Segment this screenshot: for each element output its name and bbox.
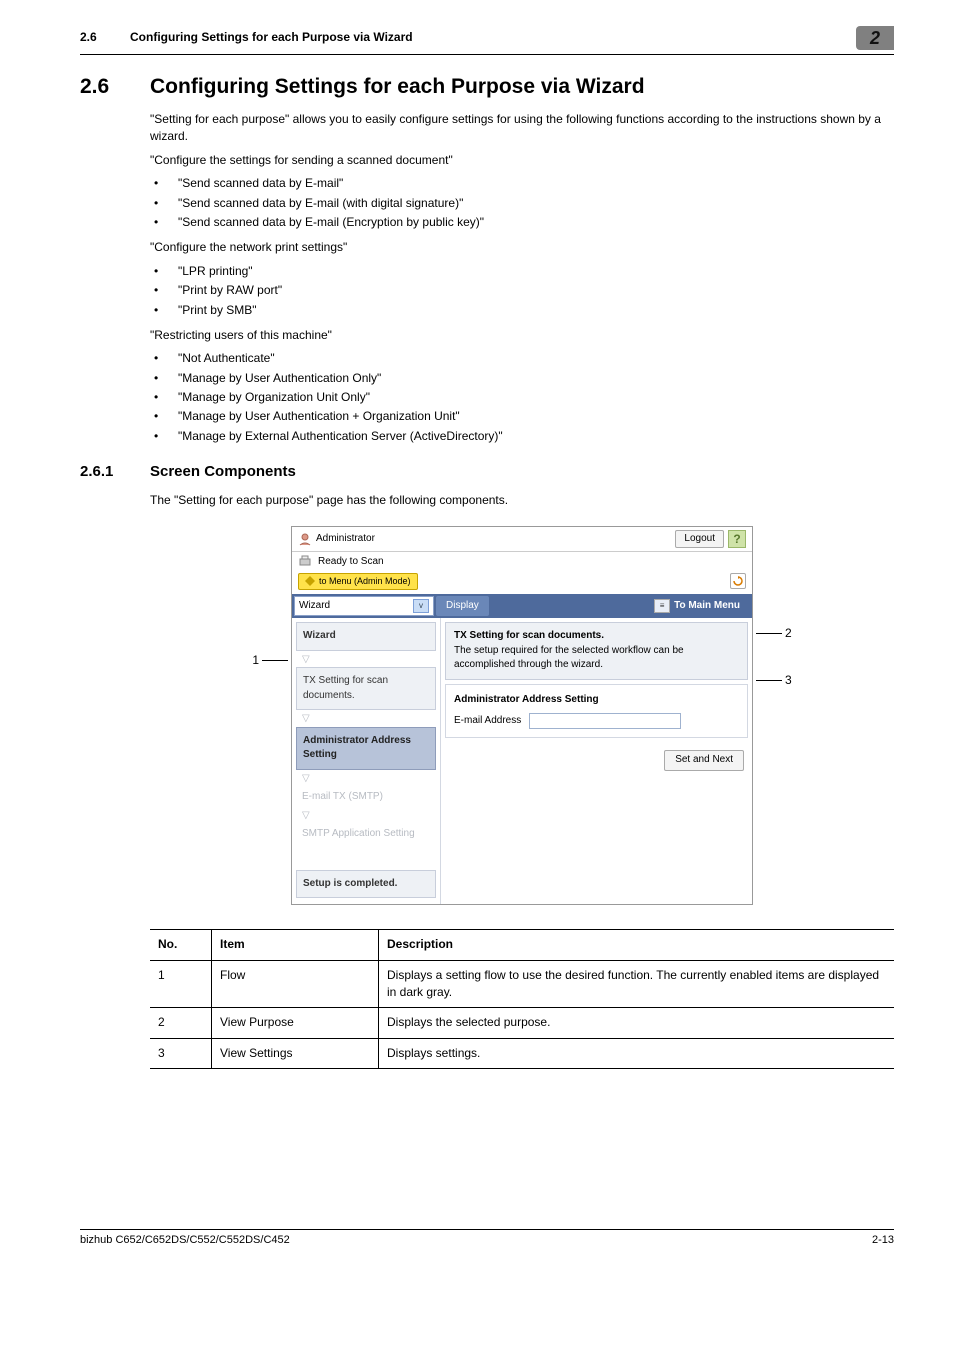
help-button[interactable]: ? xyxy=(728,530,746,548)
menu-pill-label: to Menu (Admin Mode) xyxy=(319,575,411,588)
list-item: "Manage by External Authentication Serve… xyxy=(150,428,894,445)
email-address-input[interactable] xyxy=(529,713,681,729)
toolbar: Wizard v Display ≡ To Main Menu xyxy=(292,594,752,619)
flow-step-disabled: SMTP Application Setting xyxy=(296,823,436,846)
callout-label: 3 xyxy=(785,673,792,687)
wizard-flow-sidebar: Wizard ▽ TX Setting for scan documents. … xyxy=(292,618,440,904)
group-lead: "Configure the settings for sending a sc… xyxy=(150,152,894,169)
to-main-label: To Main Menu xyxy=(674,599,740,614)
header-section-number: 2.6 xyxy=(80,30,130,44)
menu-row: to Menu (Admin Mode) xyxy=(292,573,752,594)
list-item: "Print by SMB" xyxy=(150,302,894,319)
status-text: Ready to Scan xyxy=(318,555,384,570)
flow-step[interactable]: TX Setting for scan documents. xyxy=(296,667,436,710)
admin-label: Administrator xyxy=(316,532,375,547)
subsection-lead: The "Setting for each purpose" page has … xyxy=(150,492,894,509)
menu-icon: ≡ xyxy=(654,599,670,613)
window-header: Administrator Logout ? xyxy=(292,527,752,553)
chapter-tab: 2 xyxy=(856,26,894,50)
table-row: 1 Flow Displays a setting flow to use th… xyxy=(150,960,894,1008)
list-item: "LPR printing" xyxy=(150,263,894,280)
flow-step[interactable]: Setup is completed. xyxy=(296,870,436,899)
section-title: Configuring Settings for each Purpose vi… xyxy=(150,75,645,99)
purpose-description: The setup required for the selected work… xyxy=(454,644,739,673)
bullet-list: "Send scanned data by E-mail" "Send scan… xyxy=(150,175,894,231)
section-number: 2.6 xyxy=(80,75,150,99)
list-item: "Manage by User Authentication + Organiz… xyxy=(150,408,894,425)
flow-arrow-icon: ▽ xyxy=(296,772,436,787)
list-item: "Send scanned data by E-mail (with digit… xyxy=(150,195,894,212)
page-header: 2.6 Configuring Settings for each Purpos… xyxy=(80,30,894,55)
subsection-heading: 2.6.1 Screen Components xyxy=(80,463,894,480)
bullet-list: "Not Authenticate" "Manage by User Authe… xyxy=(150,350,894,445)
admin-icon xyxy=(298,532,312,546)
list-item: "Send scanned data by E-mail" xyxy=(150,175,894,192)
section-heading: 2.6 Configuring Settings for each Purpos… xyxy=(80,75,894,99)
printer-icon xyxy=(298,555,312,569)
footer-right: 2-13 xyxy=(872,1234,894,1246)
flow-step-active[interactable]: Administrator Address Setting xyxy=(296,727,436,770)
table-row: 2 View Purpose Displays the selected pur… xyxy=(150,1008,894,1038)
callout-label: 1 xyxy=(252,653,259,667)
logout-button[interactable]: Logout xyxy=(675,530,724,549)
settings-panel: Administrator Address Setting E-mail Add… xyxy=(445,684,748,739)
flow-arrow-icon: ▽ xyxy=(296,653,436,668)
table-header: Item xyxy=(212,930,379,960)
field-label: E-mail Address xyxy=(454,714,521,729)
list-item: "Manage by User Authentication Only" xyxy=(150,370,894,387)
menu-pill[interactable]: to Menu (Admin Mode) xyxy=(298,573,418,590)
app-window: Administrator Logout ? Ready to Scan to … xyxy=(291,526,753,906)
wizard-dropdown[interactable]: Wizard v xyxy=(294,596,434,617)
group-lead: "Restricting users of this machine" xyxy=(150,327,894,344)
list-item: "Not Authenticate" xyxy=(150,350,894,367)
display-button[interactable]: Display xyxy=(436,596,489,617)
main-pane: TX Setting for scan documents. The setup… xyxy=(440,618,752,904)
callout-label: 2 xyxy=(785,626,792,640)
flow-step-disabled: E-mail TX (SMTP) xyxy=(296,786,436,809)
footer-left: bizhub C652/C652DS/C552/C552DS/C452 xyxy=(80,1234,290,1246)
purpose-panel: TX Setting for scan documents. The setup… xyxy=(445,622,748,680)
flow-step[interactable]: Wizard xyxy=(296,622,436,651)
status-row: Ready to Scan xyxy=(292,552,752,573)
refresh-button[interactable] xyxy=(730,573,746,589)
table-header: Description xyxy=(379,930,895,960)
intro-paragraph: "Setting for each purpose" allows you to… xyxy=(150,111,894,146)
flow-arrow-icon: ▽ xyxy=(296,712,436,727)
table-row: 3 View Settings Displays settings. xyxy=(150,1038,894,1068)
list-item: "Send scanned data by E-mail (Encryption… xyxy=(150,214,894,231)
chevron-down-icon: v xyxy=(413,599,429,613)
list-item: "Manage by Organization Unit Only" xyxy=(150,389,894,406)
list-item: "Print by RAW port" xyxy=(150,282,894,299)
to-main-menu-button[interactable]: ≡ To Main Menu xyxy=(646,594,748,619)
group-lead: "Configure the network print settings" xyxy=(150,239,894,256)
purpose-title: TX Setting for scan documents. xyxy=(454,629,739,644)
header-section-title: Configuring Settings for each Purpose vi… xyxy=(130,30,856,44)
table-header: No. xyxy=(150,930,212,960)
screenshot-figure: 1 Administrator Logout ? xyxy=(150,526,894,906)
components-table: No. Item Description 1 Flow Displays a s… xyxy=(150,929,894,1069)
subsection-title: Screen Components xyxy=(150,463,296,480)
settings-title: Administrator Address Setting xyxy=(454,693,739,708)
bullet-list: "LPR printing" "Print by RAW port" "Prin… xyxy=(150,263,894,319)
flow-arrow-icon: ▽ xyxy=(296,809,436,824)
set-and-next-button[interactable]: Set and Next xyxy=(664,750,744,771)
page-footer: bizhub C652/C652DS/C552/C552DS/C452 2-13 xyxy=(80,1229,894,1246)
subsection-number: 2.6.1 xyxy=(80,463,150,480)
wizard-dropdown-label: Wizard xyxy=(299,599,330,614)
